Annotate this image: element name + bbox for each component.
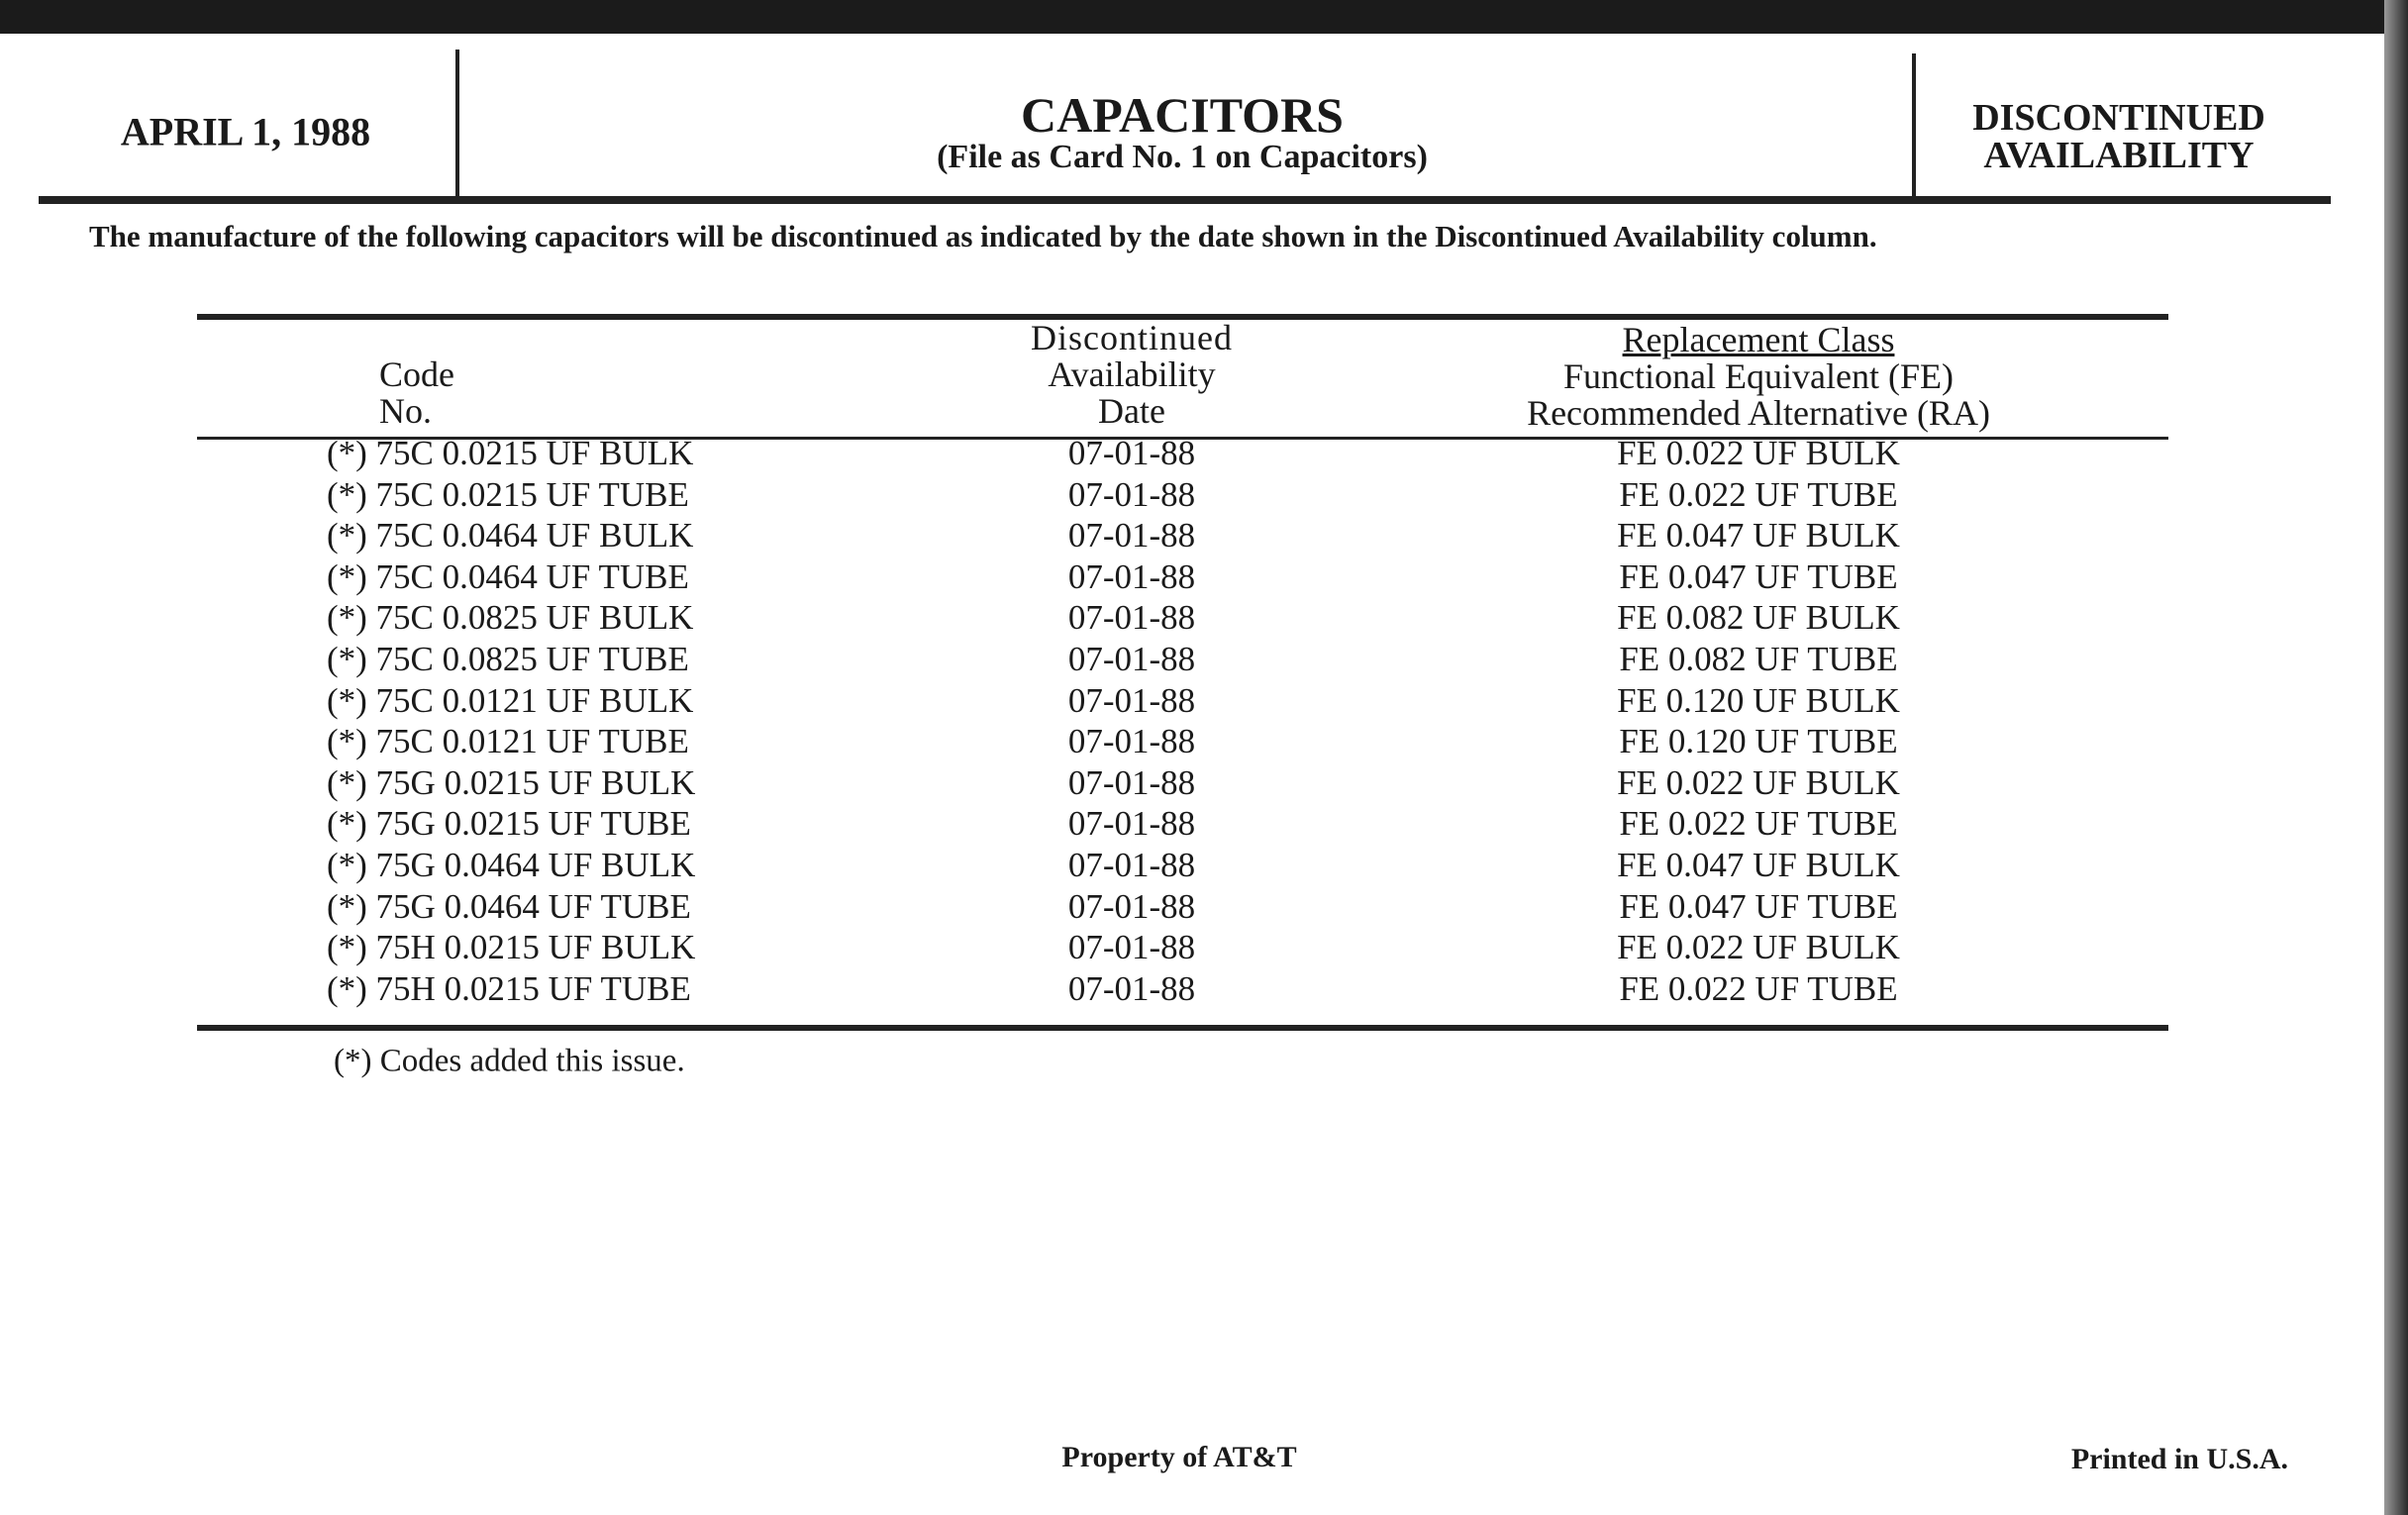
status-line-2: AVAILABILITY xyxy=(1983,135,2255,176)
table-row: (*) 75C 0.0825 UF TUBE 07-01-88 FE 0.082 U… xyxy=(0,639,2408,680)
code-cell: (*) 75G 0.0215 UF BULK xyxy=(327,762,696,802)
replacement-cell: FE 0.120 UF BULK xyxy=(1617,680,1900,720)
column-header-date-line: Availability xyxy=(1048,354,1216,394)
header-rule xyxy=(39,196,2331,204)
code-cell: (*) 75C 0.0464 UF BULK xyxy=(327,516,694,556)
header-divider-right xyxy=(1912,53,1916,200)
date-cell: 07-01-88 xyxy=(1067,434,1196,472)
date-cell: 07-01-88 xyxy=(1067,640,1196,678)
replacement-cell: FE 0.047 UF BULK xyxy=(1617,846,1900,884)
table-top-rule xyxy=(197,314,2168,320)
replacement-cell: FE 0.022 UF BULK xyxy=(1617,928,1900,967)
replacement-cell: FE 0.047 UF TUBE xyxy=(1619,886,1898,926)
header-divider-left xyxy=(455,50,459,196)
code-cell: (*) 75G 0.0464 UF TUBE xyxy=(327,886,691,926)
issue-date: APRIL 1, 1988 xyxy=(120,109,371,154)
scan-right-border xyxy=(2384,0,2408,1515)
table-row: (*) 75G 0.0464 UF TUBE 07-01-88 FE 0.047 U… xyxy=(0,886,2408,928)
table-row: (*) 75C 0.0215 UF TUBE 07-01-88 FE 0.022 U… xyxy=(0,474,2408,516)
table-row: (*) 75H 0.0215 UF BULK 07-01-88 FE 0.022 U… xyxy=(0,927,2408,968)
column-header-date: Discontinued Availability Date xyxy=(1031,320,1233,430)
date-cell: 07-01-88 xyxy=(1067,474,1196,514)
date-cell: 07-01-88 xyxy=(1067,516,1196,556)
footnote: (*) Codes added this issue. xyxy=(334,1043,685,1079)
date-cell: 07-01-88 xyxy=(1067,762,1196,802)
replacement-cell: FE 0.047 UF BULK xyxy=(1617,516,1900,556)
table-row: (*) 75G 0.0464 UF BULK 07-01-88 FE 0.047 U… xyxy=(0,845,2408,886)
column-header-date-line: Date xyxy=(1098,391,1165,431)
replacement-cell: FE 0.022 UF BULK xyxy=(1617,762,1900,802)
date-cell: 07-01-88 xyxy=(1067,680,1196,720)
code-cell: (*) 75C 0.0464 UF TUBE xyxy=(327,556,689,596)
code-cell: (*) 75G 0.0464 UF BULK xyxy=(327,846,696,884)
replacement-cell: FE 0.022 UF TUBE xyxy=(1619,968,1898,1008)
header-bottom-rule xyxy=(197,437,2168,440)
column-header-date-line: Discontinued xyxy=(1031,318,1233,357)
replacement-cell: FE 0.082 UF TUBE xyxy=(1619,640,1898,678)
footer-printed: Printed in U.S.A. xyxy=(2070,1443,2288,1475)
code-cell: (*) 75C 0.0825 UF BULK xyxy=(327,598,694,638)
date-cell: 07-01-88 xyxy=(1067,968,1196,1008)
replacement-cell: FE 0.022 UF BULK xyxy=(1617,434,1900,472)
date-cell: 07-01-88 xyxy=(1067,846,1196,884)
replacement-cell: FE 0.120 UF TUBE xyxy=(1619,722,1898,761)
code-cell: (*) 75C 0.0215 UF BULK xyxy=(327,434,694,472)
replacement-cell: FE 0.022 UF TUBE xyxy=(1619,474,1898,514)
code-cell: (*) 75C 0.0825 UF TUBE xyxy=(327,640,689,678)
replacement-cell: FE 0.082 UF BULK xyxy=(1617,598,1900,638)
column-header-replacement-line: Replacement Class xyxy=(1622,320,1895,359)
table-row: (*) 75C 0.0121 UF BULK 07-01-88 FE 0.120 U… xyxy=(0,680,2408,722)
replacement-cell: FE 0.047 UF TUBE xyxy=(1619,556,1898,596)
intro-text: The manufacture of the following capacit… xyxy=(89,219,1877,253)
table-row: (*) 75C 0.0464 UF TUBE 07-01-88 FE 0.047 U… xyxy=(0,556,2408,598)
table-row: (*) 75C 0.0825 UF BULK 07-01-88 FE 0.082 U… xyxy=(0,597,2408,639)
table-row: (*) 75G 0.0215 UF BULK 07-01-88 FE 0.022 U… xyxy=(0,762,2408,804)
footer-property: Property of AT&T xyxy=(1061,1441,1297,1473)
code-cell: (*) 75G 0.0215 UF TUBE xyxy=(327,804,691,844)
date-cell: 07-01-88 xyxy=(1067,886,1196,926)
code-cell: (*) 75C 0.0215 UF TUBE xyxy=(327,474,689,514)
date-cell: 07-01-88 xyxy=(1067,556,1196,596)
page-subtitle: (File as Card No. 1 on Capacitors) xyxy=(937,139,1428,175)
column-header-code: Code No. xyxy=(379,356,454,430)
table-row: (*) 75G 0.0215 UF TUBE 07-01-88 FE 0.022 U… xyxy=(0,803,2408,845)
date-cell: 07-01-88 xyxy=(1067,804,1196,844)
date-cell: 07-01-88 xyxy=(1067,928,1196,967)
date-cell: 07-01-88 xyxy=(1067,598,1196,638)
column-header-code-line: No. xyxy=(379,391,432,431)
table-bottom-rule xyxy=(197,1025,2168,1031)
code-cell: (*) 75C 0.0121 UF BULK xyxy=(327,680,694,720)
status-line-1: DISCONTINUED xyxy=(1972,97,2265,139)
column-header-code-line: Code xyxy=(379,354,454,394)
column-header-replacement-line: Recommended Alternative (RA) xyxy=(1527,393,1990,433)
page-title: CAPACITORS xyxy=(1021,87,1344,143)
column-header-replacement-line: Functional Equivalent (FE) xyxy=(1563,356,1954,396)
code-cell: (*) 75H 0.0215 UF TUBE xyxy=(327,968,691,1008)
code-cell: (*) 75H 0.0215 UF BULK xyxy=(327,928,696,967)
replacement-cell: FE 0.022 UF TUBE xyxy=(1619,804,1898,844)
column-header-replacement: Replacement Class Functional Equivalent … xyxy=(1527,322,1990,432)
code-cell: (*) 75C 0.0121 UF TUBE xyxy=(327,722,689,761)
date-cell: 07-01-88 xyxy=(1067,722,1196,761)
table-row: (*) 75H 0.0215 UF TUBE 07-01-88 FE 0.022 U… xyxy=(0,968,2408,1010)
table-row: (*) 75C 0.0215 UF BULK 07-01-88 FE 0.022 U… xyxy=(0,433,2408,474)
scan-top-border xyxy=(0,0,2408,34)
table-row: (*) 75C 0.0464 UF BULK 07-01-88 FE 0.047 U… xyxy=(0,515,2408,556)
table-row: (*) 75C 0.0121 UF TUBE 07-01-88 FE 0.120 U… xyxy=(0,721,2408,762)
